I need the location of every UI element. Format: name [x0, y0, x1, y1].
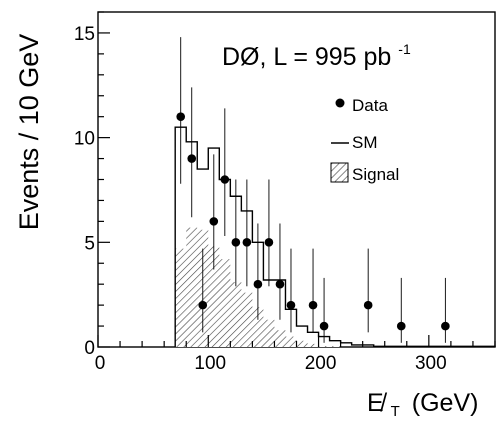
data-point [231, 238, 241, 247]
y-tick-label: 0 [84, 338, 95, 359]
data-point [209, 217, 219, 226]
x-axis-unit: (GeV) [412, 389, 479, 417]
legend-signal-label: Signal [352, 165, 399, 184]
signal-histogram [175, 227, 341, 347]
x-tick-label: 200 [305, 353, 337, 374]
data-point [396, 321, 406, 331]
data-point [253, 279, 263, 289]
y-tick-label: 15 [74, 24, 95, 45]
y-tick-label: 5 [84, 233, 95, 254]
x-tick-label: 300 [415, 353, 447, 374]
data-points [176, 37, 450, 343]
x-tick-label: 0 [95, 353, 106, 374]
data-point [198, 300, 208, 310]
x-axis-subscript: T [391, 403, 400, 420]
annotation-superscript: -1 [398, 41, 411, 57]
data-point [286, 300, 296, 310]
x-tick-label: 100 [194, 353, 226, 374]
y-tick-label: 10 [74, 129, 95, 150]
x-axis-title: E̸ T (GeV) [367, 389, 478, 422]
annotation-text: DØ, L = 995 pb [222, 43, 391, 71]
legend-data-label: Data [352, 96, 388, 115]
data-point [363, 300, 373, 310]
data-point [220, 175, 230, 184]
legend: Data SM Signal [330, 96, 399, 184]
data-point [187, 154, 197, 163]
data-point [319, 321, 329, 331]
y-axis-title: Events / 10 GeV [14, 34, 44, 231]
legend-sm-label: SM [352, 133, 378, 152]
data-point [242, 238, 252, 247]
x-axis-symbol: E̸ [367, 389, 388, 417]
data-point [275, 279, 285, 289]
axis-ticks: 0 100 200 300 0 5 10 15 [74, 11, 496, 374]
experiment-annotation: DØ, L = 995 pb -1 [222, 41, 411, 71]
legend-signal-marker [330, 162, 349, 183]
data-point [264, 238, 274, 247]
legend-data-marker [335, 98, 345, 108]
data-point [308, 300, 318, 310]
data-point [176, 112, 186, 121]
data-point [441, 321, 450, 331]
